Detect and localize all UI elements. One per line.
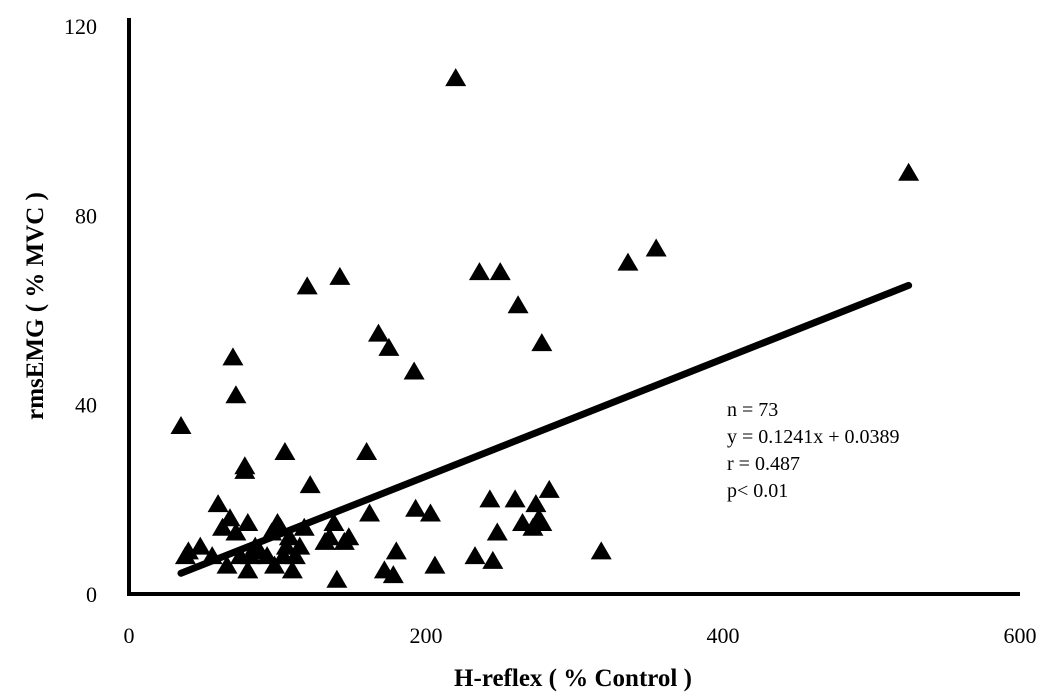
data-point [386, 541, 407, 559]
data-point [424, 556, 445, 574]
y-tick-label: 120 [64, 14, 97, 39]
data-point [356, 442, 377, 460]
data-point [170, 416, 191, 434]
y-tick-label: 0 [86, 582, 97, 607]
data-point [237, 513, 258, 531]
data-point [508, 295, 529, 313]
data-point [465, 546, 486, 564]
x-axis-title: H-reflex ( % Control ) [454, 665, 692, 692]
data-point [274, 442, 295, 460]
x-tick-label: 600 [1004, 623, 1037, 648]
y-tick-label: 80 [75, 203, 97, 228]
data-point [359, 504, 380, 522]
annotation-r: r = 0.487 [727, 453, 800, 475]
data-point [469, 262, 490, 280]
y-axis-title: rmsEMG ( % MVC ) [22, 192, 49, 420]
data-point [539, 480, 560, 498]
data-point [646, 238, 667, 256]
data-point [405, 499, 426, 517]
data-point [482, 551, 503, 569]
data-point [234, 456, 255, 474]
data-point [297, 276, 318, 294]
x-tick-label: 400 [707, 623, 740, 648]
data-point [445, 68, 466, 86]
data-point [898, 163, 919, 181]
data-point [222, 347, 243, 365]
data-point [617, 253, 638, 271]
x-tick-label: 0 [124, 623, 135, 648]
data-point [591, 541, 612, 559]
data-point [368, 324, 389, 342]
stats-annotation: n = 73 y = 0.1241x + 0.0389 r = 0.487 p<… [727, 399, 900, 502]
data-point [505, 489, 526, 507]
data-point [225, 385, 246, 403]
data-point [490, 262, 511, 280]
x-tick-label: 200 [410, 623, 443, 648]
annotation-n: n = 73 [727, 399, 778, 421]
data-point [404, 362, 425, 380]
data-point [329, 267, 350, 285]
data-point [479, 489, 500, 507]
data-point [326, 570, 347, 588]
data-point [487, 522, 508, 540]
annotation-p: p< 0.01 [727, 480, 788, 502]
data-point [208, 494, 229, 512]
data-point [300, 475, 321, 493]
data-point [531, 333, 552, 351]
annotation-equation: y = 0.1241x + 0.0389 [727, 426, 900, 448]
y-tick-label: 40 [75, 393, 97, 418]
plot-area [170, 68, 919, 588]
